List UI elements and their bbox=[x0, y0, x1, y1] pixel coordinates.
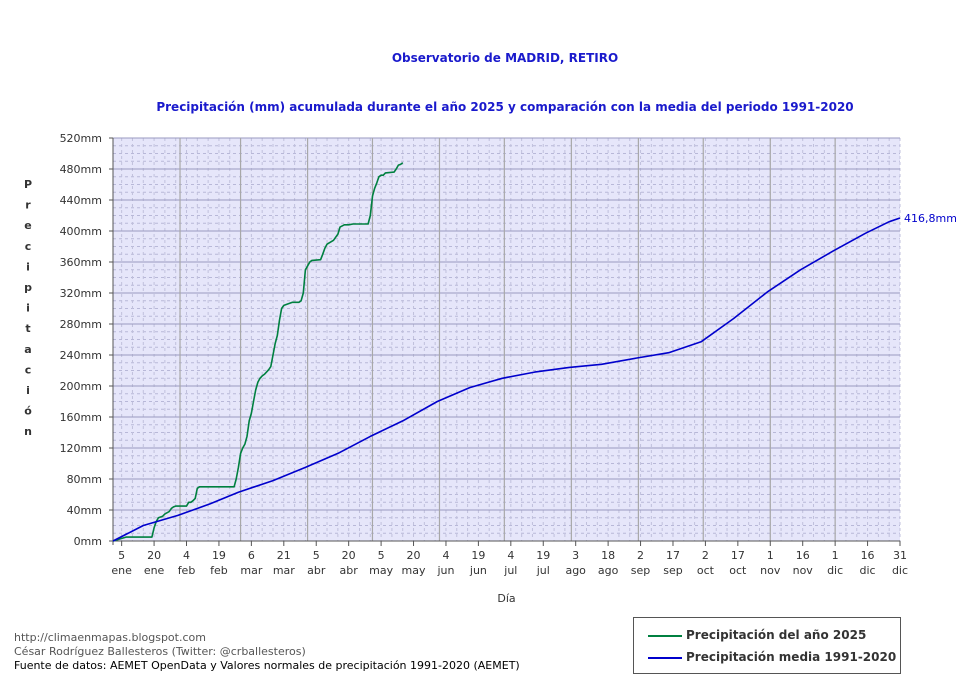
x-tick-label: 19 bbox=[471, 549, 485, 562]
x-tick-month-label: nov bbox=[760, 564, 781, 577]
x-tick-label: 20 bbox=[407, 549, 421, 562]
x-tick-month-label: may bbox=[369, 564, 393, 577]
x-tick-month-label: dic bbox=[892, 564, 908, 577]
x-tick-label: 17 bbox=[666, 549, 680, 562]
x-tick-month-label: oct bbox=[729, 564, 747, 577]
x-tick-month-label: abr bbox=[340, 564, 359, 577]
x-tick-label: 19 bbox=[212, 549, 226, 562]
y-tick-label: 120mm bbox=[60, 442, 102, 455]
x-tick-label: 1 bbox=[832, 549, 839, 562]
x-tick-label: 16 bbox=[861, 549, 875, 562]
x-tick-month-label: dic bbox=[827, 564, 843, 577]
x-tick-month-label: feb bbox=[178, 564, 196, 577]
y-tick-label: 160mm bbox=[60, 411, 102, 424]
y-tick-label: 280mm bbox=[60, 318, 102, 331]
x-tick-label: 5 bbox=[313, 549, 320, 562]
x-tick-month-label: nov bbox=[793, 564, 814, 577]
x-tick-label: 31 bbox=[893, 549, 907, 562]
x-tick-month-label: sep bbox=[663, 564, 682, 577]
y-tick-label: 320mm bbox=[60, 287, 102, 300]
x-tick-label: 20 bbox=[342, 549, 356, 562]
footer-blog: http://climaenmapas.blogspot.com bbox=[14, 631, 206, 644]
x-tick-month-label: abr bbox=[307, 564, 326, 577]
y-tick-label: 200mm bbox=[60, 380, 102, 393]
legend: Precipitación del año 2025 Precipitación… bbox=[633, 617, 901, 674]
footer-source: Fuente de datos: AEMET OpenData y Valore… bbox=[14, 659, 520, 672]
y-tick-label: 480mm bbox=[60, 163, 102, 176]
y-tick-label: 80mm bbox=[67, 473, 102, 486]
x-tick-label: 3 bbox=[572, 549, 579, 562]
x-tick-month-label: jul bbox=[536, 564, 550, 577]
x-tick-label: 2 bbox=[637, 549, 644, 562]
x-tick-month-label: dic bbox=[860, 564, 876, 577]
footer-author: César Rodríguez Ballesteros (Twitter: @c… bbox=[14, 645, 306, 658]
x-axis-label: Día bbox=[497, 592, 515, 605]
x-tick-month-label: may bbox=[402, 564, 426, 577]
x-tick-label: 2 bbox=[702, 549, 709, 562]
x-tick-label: 6 bbox=[248, 549, 255, 562]
x-tick-month-label: feb bbox=[210, 564, 228, 577]
legend-swatch-2025 bbox=[648, 635, 682, 637]
x-tick-label: 5 bbox=[378, 549, 385, 562]
x-tick-label: 5 bbox=[118, 549, 125, 562]
x-tick-month-label: jun bbox=[436, 564, 454, 577]
chart-title: Observatorio de MADRID, RETIRO bbox=[391, 51, 619, 65]
legend-label-2025: Precipitación del año 2025 bbox=[686, 628, 867, 642]
x-tick-month-label: ago bbox=[598, 564, 619, 577]
x-tick-month-label: ago bbox=[565, 564, 586, 577]
end-value-annotation: 416,8mm bbox=[904, 212, 956, 225]
series-line-2025 bbox=[112, 162, 404, 542]
y-tick-label: 240mm bbox=[60, 349, 102, 362]
x-tick-month-label: ene bbox=[111, 564, 132, 577]
x-tick-label: 20 bbox=[147, 549, 161, 562]
y-tick-label: 520mm bbox=[60, 132, 102, 145]
x-tick-label: 4 bbox=[442, 549, 449, 562]
x-tick-label: 17 bbox=[731, 549, 745, 562]
chart-subtitle: Precipitación (mm) acumulada durante el … bbox=[156, 100, 854, 114]
x-tick-month-label: jun bbox=[469, 564, 487, 577]
x-tick-month-label: sep bbox=[631, 564, 650, 577]
x-tick-label: 1 bbox=[767, 549, 774, 562]
x-tick-label: 21 bbox=[277, 549, 291, 562]
y-tick-label: 400mm bbox=[60, 225, 102, 238]
series-line-media bbox=[112, 217, 901, 542]
x-tick-label: 19 bbox=[536, 549, 550, 562]
x-tick-month-label: mar bbox=[273, 564, 295, 577]
x-tick-month-label: ene bbox=[144, 564, 165, 577]
y-tick-label: 40mm bbox=[67, 504, 102, 517]
y-tick-label: 0mm bbox=[74, 535, 102, 548]
x-tick-month-label: mar bbox=[240, 564, 262, 577]
x-tick-label: 16 bbox=[796, 549, 810, 562]
x-tick-month-label: oct bbox=[697, 564, 715, 577]
y-tick-label: 440mm bbox=[60, 194, 102, 207]
y-tick-label: 360mm bbox=[60, 256, 102, 269]
x-tick-month-label: jul bbox=[503, 564, 517, 577]
legend-label-media: Precipitación media 1991-2020 bbox=[686, 650, 897, 664]
x-tick-label: 18 bbox=[601, 549, 615, 562]
x-tick-label: 4 bbox=[183, 549, 190, 562]
x-tick-label: 4 bbox=[507, 549, 514, 562]
legend-swatch-media bbox=[648, 657, 682, 659]
